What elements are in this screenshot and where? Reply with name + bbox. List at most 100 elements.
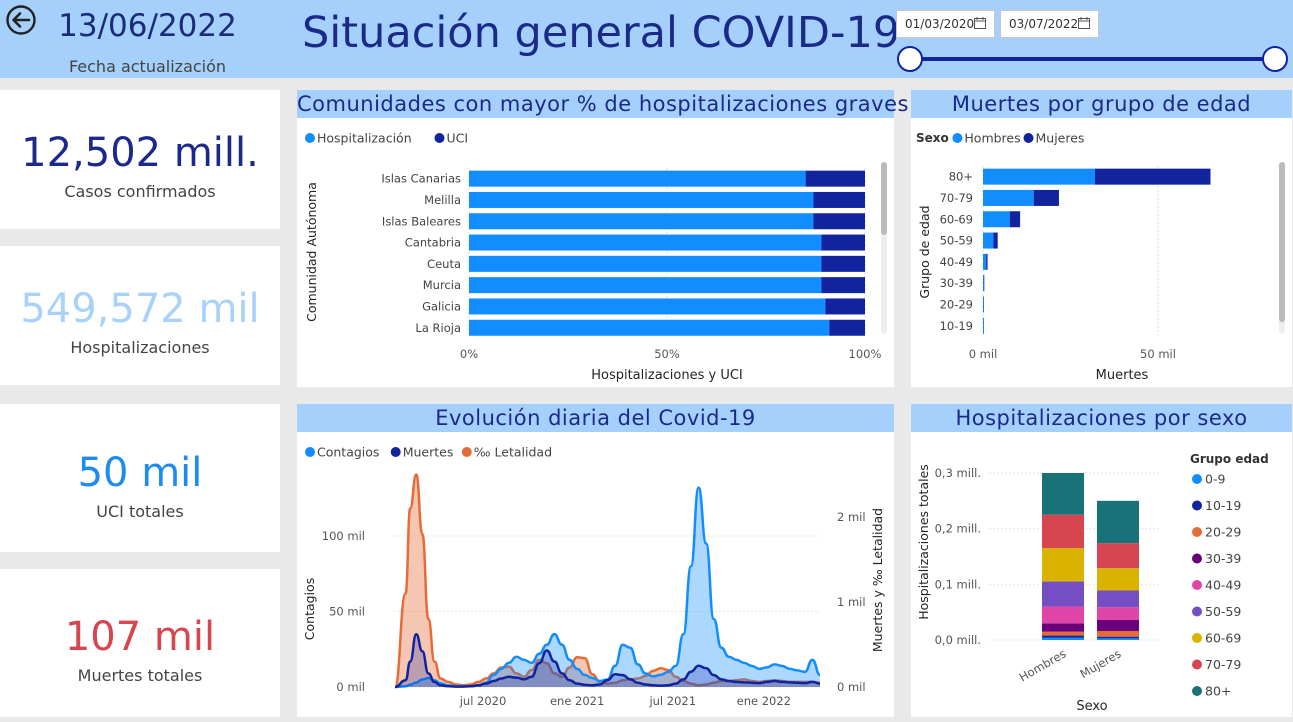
update-date: 13/06/2022 — [58, 8, 237, 44]
category-label: Melilla — [424, 193, 461, 207]
bar-hombres — [983, 296, 984, 313]
bar-uci — [813, 191, 865, 208]
bar-mujeres — [1009, 211, 1021, 228]
area-letalidad — [395, 474, 820, 687]
bar-hombres — [983, 232, 994, 249]
bar-hombres — [983, 317, 984, 334]
y-tick-left: 50 mil — [329, 605, 365, 619]
bar-mujeres — [1095, 168, 1211, 185]
kpi-hospital: 549,572 mil Hospitalizaciones — [0, 286, 280, 357]
stack-segment-60-69 — [1042, 548, 1084, 582]
kpi-cases-label: Casos confirmados — [64, 182, 216, 201]
communities-chart: Hospitalización UCI Islas Canarias Melilla I… — [304, 131, 887, 383]
date-from-input[interactable]: 01/03/2020 — [896, 10, 995, 38]
legend-dot — [952, 133, 963, 143]
y-tick-right: 1 mil — [837, 595, 866, 609]
stack-segment-30-39 — [1097, 619, 1139, 632]
date-range-slider[interactable] — [897, 44, 1289, 74]
bar-uci — [825, 298, 865, 315]
age-deaths-chart: Sexo Hombres Mujeres 80+ 70-79 60-69 50-59 40-4… — [916, 131, 1285, 383]
panel-communities: Comunidades con mayor % de hospitalizaci… — [297, 90, 909, 387]
panel-sex-title: Hospitalizaciones por sexo — [911, 404, 1292, 432]
calendar-icon[interactable] — [1078, 17, 1090, 29]
bar-hombres — [983, 253, 987, 270]
kpi-deaths-value: 107 mil — [64, 614, 216, 660]
legend-label: Hombres — [964, 131, 1020, 146]
header-bar: 13/06/2022 Fecha actualización Situación… — [0, 0, 1293, 78]
y-tick-label: 0,3 mill. — [935, 466, 981, 480]
slider-handle-start[interactable] — [897, 46, 923, 72]
page-title: Situación general COVID-19 — [302, 8, 901, 58]
category-label: Islas Canarias — [381, 172, 461, 186]
legend-label: 60-69 — [1205, 631, 1241, 646]
stack-segment-20-29 — [1042, 631, 1084, 636]
bar-hospitalizacion — [469, 191, 814, 208]
stack-segment-30-39 — [1042, 623, 1084, 632]
category-label: 60-69 — [940, 212, 973, 226]
stack-segment-80+ — [1042, 473, 1084, 515]
panel-age-deaths-title: Muertes por grupo de edad — [911, 90, 1292, 118]
bar-hombres — [983, 211, 1010, 228]
scrollbar-thumb[interactable] — [1279, 162, 1285, 322]
kpi-card-hospital — [0, 246, 280, 385]
x-tick-label: jul 2021 — [648, 694, 696, 708]
kpi-card-icu — [0, 404, 280, 552]
line-letalidad — [393, 473, 821, 689]
bar-mujeres — [1033, 189, 1059, 206]
kpi-card-cases — [0, 90, 280, 229]
stack-segment-70-79 — [1097, 543, 1139, 569]
panel-sex-hospital: Hospitalizaciones por sexo 0,0 mill. 0,1 … — [911, 404, 1292, 717]
date-to-input[interactable]: 03/07/2022 — [1000, 10, 1099, 38]
y-axis-right-label: Muertes y ‰ Letalidad — [870, 508, 885, 652]
panel-communities-title: Comunidades con mayor % de hospitalizaci… — [297, 90, 909, 118]
legend-dot — [1192, 527, 1202, 537]
legend-dot — [1192, 659, 1202, 670]
category-label: 20-29 — [940, 297, 973, 311]
x-tick-label: ene 2021 — [550, 694, 604, 708]
date-from-value: 01/03/2020 — [905, 17, 975, 31]
date-to-value: 03/07/2022 — [1009, 17, 1079, 31]
legend-label: 50-59 — [1205, 604, 1241, 619]
bar-hospitalizacion — [469, 255, 822, 272]
kpi-cases: 12,502 mill. Casos confirmados — [0, 130, 280, 201]
legend-dot — [1192, 474, 1202, 484]
x-axis-label: Muertes — [1096, 368, 1149, 383]
stack-segment-40-49 — [1042, 606, 1084, 624]
kpi-icu-label: UCI totales — [96, 502, 184, 521]
legend-label: Hospitalización — [317, 131, 412, 146]
legend-title: Grupo edad — [1190, 452, 1269, 466]
legend-dot — [390, 447, 401, 457]
bar-hospitalizacion — [469, 170, 806, 187]
line-contagios — [394, 486, 821, 689]
legend-dot — [461, 447, 472, 457]
x-tick-label: ene 2022 — [737, 694, 791, 708]
category-label: 30-39 — [940, 276, 973, 290]
category-label: 50-59 — [940, 234, 973, 248]
kpi-cases-value: 12,502 mill. — [21, 130, 259, 176]
bar-uci — [821, 277, 865, 294]
kpi-icu-value: 50 mil — [77, 450, 203, 496]
bar-uci — [829, 319, 865, 336]
area-contagios — [395, 487, 820, 687]
category-label: Murcia — [423, 278, 461, 292]
legend-label: ‰ Letalidad — [474, 445, 552, 460]
y-tick-left: 100 mil — [322, 529, 365, 543]
line-muertes — [394, 633, 821, 689]
stack-segment-10-19 — [1097, 636, 1139, 639]
slider-handle-end[interactable] — [1262, 46, 1288, 72]
kpi-hospital-label: Hospitalizaciones — [70, 338, 210, 357]
legend-dot — [305, 133, 315, 143]
bar-hospitalizacion — [469, 234, 822, 251]
bar-hospitalizacion — [469, 298, 826, 315]
x-axis-label: Sexo — [1076, 699, 1107, 714]
category-label: Islas Baleares — [382, 214, 461, 228]
scrollbar-thumb[interactable] — [881, 162, 887, 235]
stack-segment-0-9 — [1042, 637, 1084, 640]
legend-dot — [1192, 500, 1202, 511]
legend-dot — [434, 133, 445, 143]
bar-hospitalizacion — [469, 319, 830, 336]
calendar-icon[interactable] — [974, 17, 986, 29]
back-arrow-icon[interactable] — [5, 4, 37, 36]
stack-segment-80+ — [1097, 500, 1139, 544]
legend-dot — [305, 447, 315, 457]
